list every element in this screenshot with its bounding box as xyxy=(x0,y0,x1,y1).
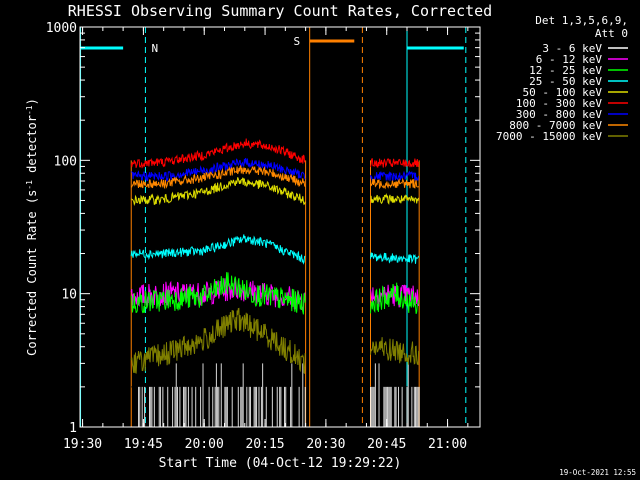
x-tick-label: 20:45 xyxy=(367,437,406,452)
series-line xyxy=(370,337,420,366)
x-axis-label: Start Time (04-Oct-12 19:29:22) xyxy=(159,456,402,471)
series-line xyxy=(130,138,306,169)
series-line xyxy=(130,157,306,183)
series-2 xyxy=(130,272,420,315)
series-layer xyxy=(130,138,420,427)
series-line xyxy=(370,282,420,315)
x-tick-label: 19:45 xyxy=(124,437,163,452)
series-line xyxy=(370,177,419,190)
series-7 xyxy=(130,165,419,190)
x-tick-label: 21:00 xyxy=(428,437,467,452)
legend-label: 100 - 300 keV xyxy=(516,97,602,110)
series-line xyxy=(370,252,420,264)
legend-label: 300 - 800 keV xyxy=(516,108,602,121)
legend-label: 6 - 12 keV xyxy=(536,53,603,66)
series-line xyxy=(130,307,306,375)
legend-label: 25 - 50 keV xyxy=(529,75,602,88)
x-tick-label: 19:30 xyxy=(63,437,102,452)
series-line xyxy=(370,157,420,168)
series-8 xyxy=(130,307,420,375)
legend-label: 50 - 100 keV xyxy=(523,86,603,99)
series-line xyxy=(130,165,306,190)
series-line xyxy=(130,272,306,315)
saa-flag-label: S xyxy=(293,35,300,48)
y-tick-label: 100 xyxy=(54,154,77,169)
plot-frame xyxy=(79,26,481,428)
series-line xyxy=(130,234,306,265)
series-line xyxy=(370,170,420,182)
series-line xyxy=(130,177,306,207)
night-flag-label: N xyxy=(152,42,159,55)
series-line xyxy=(370,193,420,205)
series-0 xyxy=(131,363,420,427)
series-6 xyxy=(130,157,420,183)
series-4 xyxy=(130,177,420,207)
x-tick-label: 20:00 xyxy=(185,437,224,452)
render-timestamp: 19-Oct-2021 12:55 xyxy=(559,468,636,477)
legend-header-detectors: Det 1,3,5,6,9, xyxy=(535,14,628,27)
chart-title: RHESSI Observing Summary Count Rates, Co… xyxy=(68,2,492,20)
y-tick-label: 1 xyxy=(69,421,77,436)
x-tick-label: 20:30 xyxy=(306,437,345,452)
legend-header-attenuator: Att 0 xyxy=(595,27,628,40)
legend-label: 12 - 25 keV xyxy=(529,64,602,77)
series-5 xyxy=(130,138,420,169)
legend-label: 800 - 7000 keV xyxy=(509,119,602,132)
legend-label: 7000 - 15000 keV xyxy=(496,130,602,143)
y-tick-label: 10 xyxy=(61,288,77,303)
y-axis-label: Corrected Count Rate (s-1 detector-1) xyxy=(25,98,39,356)
axis-layer: 19:30 19:45 20:00 20:15 20:30 20:45 21:00 1 10 10… xyxy=(46,21,480,452)
y-tick-label: 1000 xyxy=(46,21,77,36)
legend-label: 3 - 6 keV xyxy=(542,42,602,55)
x-tick-label: 20:15 xyxy=(245,437,284,452)
series-3 xyxy=(130,234,420,265)
